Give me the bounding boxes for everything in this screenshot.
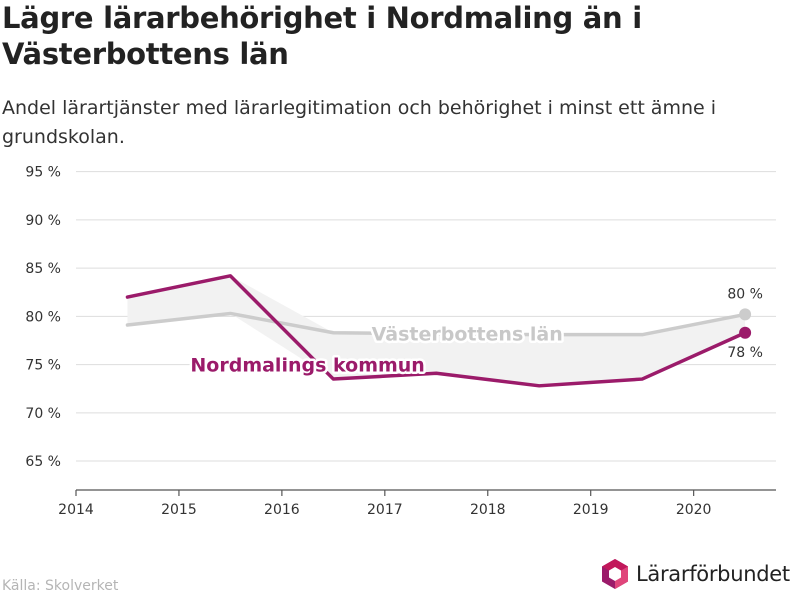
series-line-vasterbotten-end-point <box>739 308 752 321</box>
x-tick-label: 2014 <box>58 502 94 518</box>
y-tick-label: 85 % <box>25 261 61 277</box>
x-tick-label: 2018 <box>470 502 506 518</box>
chart-title: Lägre lärarbehörighet i Nordmaling än i … <box>2 1 642 71</box>
y-tick-label: 95 % <box>25 165 61 181</box>
data-label-nordmaling: 78 % <box>727 345 763 361</box>
gap-area <box>127 275 746 386</box>
y-tick-label: 65 % <box>25 454 61 470</box>
series-label-vasterbotten: Västerbottens län <box>372 324 563 346</box>
x-tick-label: 2019 <box>573 502 609 518</box>
y-tick-label: 90 % <box>25 213 61 229</box>
logo-text: Lärarförbundet <box>636 562 790 586</box>
data-label-vasterbotten: 80 % <box>727 286 763 302</box>
x-tick-label: 2015 <box>161 502 197 518</box>
y-tick-label: 75 % <box>25 358 61 374</box>
y-tick-label: 70 % <box>25 406 61 422</box>
x-tick-label: 2017 <box>367 502 403 518</box>
series-line-nordmaling <box>125 274 747 388</box>
source-note: Källa: Skolverket <box>2 578 119 594</box>
lararforbundet-logo-icon <box>602 559 628 589</box>
x-tick-label: 2020 <box>676 502 712 518</box>
series-line-vasterbotten <box>125 311 747 337</box>
series-line-nordmaling-end-point <box>739 326 752 339</box>
x-tick-label: 2016 <box>264 502 300 518</box>
chart-subtitle: Andel lärartjänster med lärarlegitimatio… <box>2 97 717 148</box>
series-label-nordmaling: Nordmalings kommun <box>190 355 424 377</box>
brand-logo: Lärarförbundet <box>600 556 790 592</box>
y-tick-label: 80 % <box>25 309 61 325</box>
